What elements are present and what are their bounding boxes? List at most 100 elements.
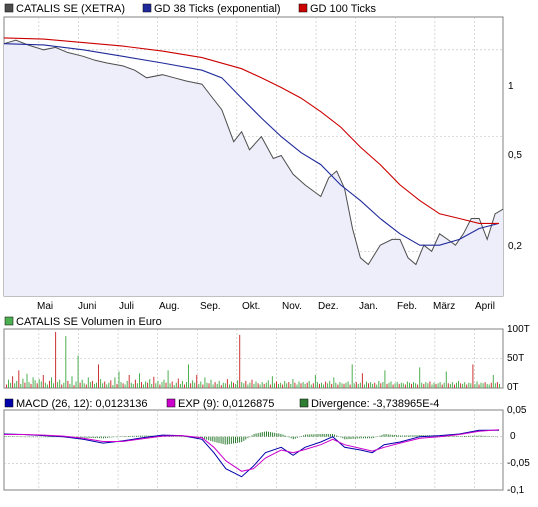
- volume-y-tick-50t: 50T: [507, 353, 524, 364]
- divergence-bar: [6, 436, 8, 437]
- divergence-bar: [247, 436, 249, 439]
- volume-bar: [71, 376, 73, 388]
- legend-label-price: CATALIS SE (XETRA): [16, 3, 125, 15]
- volume-bar: [181, 380, 183, 388]
- volume-bar: [98, 364, 99, 388]
- divergence-bar: [301, 436, 302, 437]
- volume-bar: [73, 385, 75, 389]
- legend-swatch-price: [4, 3, 14, 13]
- volume-bar: [243, 383, 245, 388]
- volume-bar: [454, 384, 455, 388]
- volume-bar: [265, 382, 267, 388]
- volume-bar: [466, 384, 468, 388]
- divergence-bar: [486, 436, 488, 437]
- divergence-bar: [457, 436, 459, 437]
- divergence-bar: [365, 436, 366, 439]
- volume-bar: [284, 380, 286, 388]
- volume-bar: [91, 380, 93, 388]
- volume-bar: [196, 375, 198, 388]
- volume-bar: [169, 383, 171, 388]
- volume-bar: [278, 383, 279, 388]
- divergence-bar: [243, 436, 245, 441]
- volume-bar: [394, 383, 396, 388]
- volume-bar: [141, 382, 142, 388]
- divergence-bar: [338, 436, 340, 437]
- divergence-bar: [381, 435, 383, 437]
- volume-bar: [134, 379, 136, 388]
- macd-y-tick-0-05: 0,05: [507, 405, 527, 416]
- divergence-bar: [43, 436, 45, 438]
- volume-bar: [276, 381, 277, 388]
- volume-bar: [167, 370, 169, 388]
- volume-bar: [233, 382, 234, 388]
- y-tick-label-0-2: 0,2: [508, 241, 522, 252]
- divergence-bar: [4, 436, 5, 437]
- month-label-feb: Feb.: [397, 301, 417, 312]
- volume-bar: [372, 383, 374, 388]
- divergence-bar: [340, 436, 342, 438]
- divergence-bar: [208, 436, 210, 441]
- divergence-bar: [354, 436, 356, 439]
- volume-bar: [89, 382, 91, 388]
- volume-bar: [409, 382, 410, 388]
- volume-bar: [274, 383, 275, 388]
- divergence-bar: [278, 433, 280, 437]
- volume-bar: [151, 383, 153, 388]
- divergence-bar: [284, 435, 286, 437]
- volume-bar: [361, 373, 363, 389]
- divergence-bar: [451, 435, 453, 437]
- divergence-bar: [288, 436, 290, 438]
- divergence-bar: [117, 436, 119, 438]
- volume-bar: [378, 380, 380, 388]
- divergence-bar: [218, 436, 220, 444]
- volume-bar: [212, 384, 214, 388]
- volume-bar: [173, 385, 175, 389]
- volume-bar: [413, 382, 414, 388]
- divergence-bar: [492, 436, 494, 437]
- volume-bar: [411, 383, 412, 388]
- divergence-bar: [480, 435, 482, 437]
- divergence-bar: [34, 436, 36, 438]
- divergence-bar: [228, 436, 230, 445]
- volume-bar: [32, 377, 34, 388]
- volume-bar: [30, 383, 32, 388]
- volume-bar: [417, 384, 419, 388]
- divergence-bar: [332, 434, 333, 437]
- volume-bar: [239, 334, 241, 388]
- volume-bar: [28, 382, 30, 388]
- volume-bar: [382, 382, 384, 388]
- volume-bar: [494, 383, 496, 388]
- divergence-bar: [226, 436, 228, 445]
- divergence-bar: [107, 436, 109, 438]
- volume-bar: [210, 379, 212, 388]
- month-label-juli: Juli: [119, 301, 134, 312]
- price-legend: CATALIS SE (XETRA) GD 38 Ticks (exponent…: [4, 3, 377, 15]
- volume-bar: [51, 377, 52, 388]
- volume-bar: [300, 383, 302, 388]
- volume-bar: [370, 382, 372, 388]
- volume-bar: [480, 382, 482, 388]
- volume-bar: [449, 383, 451, 388]
- volume-bar: [157, 380, 159, 388]
- volume-bar: [59, 379, 61, 388]
- divergence-bar: [286, 436, 288, 437]
- volume-bar: [267, 380, 269, 388]
- divergence-bar: [296, 436, 298, 438]
- volume-bar: [218, 380, 220, 388]
- volume-bar: [451, 382, 453, 388]
- divergence-bar: [346, 436, 348, 440]
- divergence-bar: [144, 435, 146, 437]
- divergence-bar: [393, 435, 395, 437]
- divergence-bar: [80, 436, 82, 438]
- divergence-bar: [299, 436, 300, 438]
- divergence-bar: [88, 436, 90, 438]
- volume-bar: [124, 384, 126, 388]
- divergence-bar: [245, 436, 247, 440]
- divergence-bar: [24, 436, 26, 438]
- volume-bar: [415, 383, 417, 388]
- volume-bar: [108, 382, 110, 388]
- legend-swatch-divergence: [299, 398, 309, 408]
- volume-bar: [364, 384, 365, 388]
- divergence-bar: [214, 436, 216, 443]
- divergence-bar: [8, 436, 10, 437]
